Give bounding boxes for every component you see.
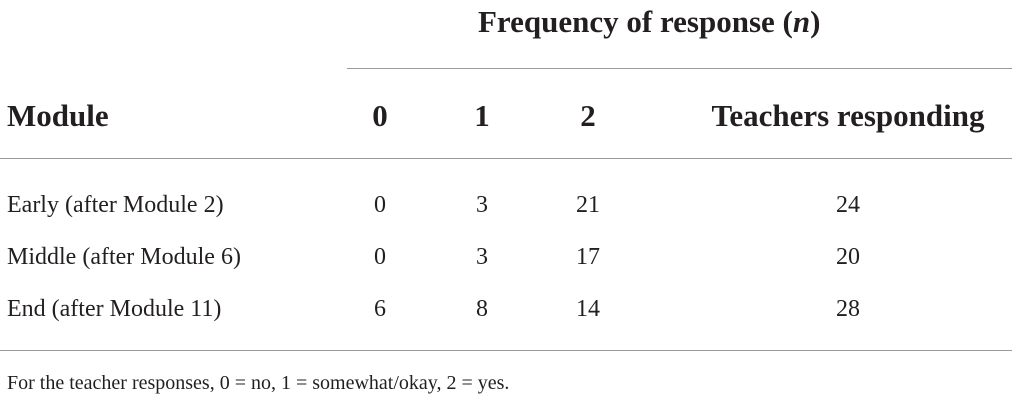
footnote: For the teacher responses, 0 = no, 1 = s…: [7, 372, 510, 394]
cell-value: 14: [576, 296, 600, 322]
column-header: 2: [580, 98, 596, 133]
cell-value: 3: [476, 244, 488, 270]
cell-value: 3: [476, 192, 488, 218]
group-header-text: Frequency of response (: [478, 4, 793, 39]
cell-value: 20: [836, 244, 860, 270]
cell-value: 21: [576, 192, 600, 218]
cell-value: 0: [374, 192, 386, 218]
cell-value: 6: [374, 296, 386, 322]
column-header: 0: [372, 98, 388, 133]
group-rule: [347, 68, 1012, 69]
header-rule: [0, 158, 1012, 159]
column-header: Teachers responding: [711, 98, 985, 133]
cell-value: 0: [374, 244, 386, 270]
cell-value: 24: [836, 192, 860, 218]
column-header: Module: [7, 98, 109, 133]
row-label: End (after Module 11): [7, 296, 222, 322]
row-label: Early (after Module 2): [7, 192, 224, 218]
column-header: 1: [474, 98, 490, 133]
bottom-rule: [0, 350, 1012, 351]
cell-value: 28: [836, 296, 860, 322]
cell-value: 8: [476, 296, 488, 322]
row-label: Middle (after Module 6): [7, 244, 241, 270]
group-header-italic: n: [792, 4, 811, 39]
cell-value: 17: [576, 244, 600, 270]
group-header-text: ): [810, 4, 821, 39]
group-header: Frequency of response (n): [478, 6, 820, 37]
